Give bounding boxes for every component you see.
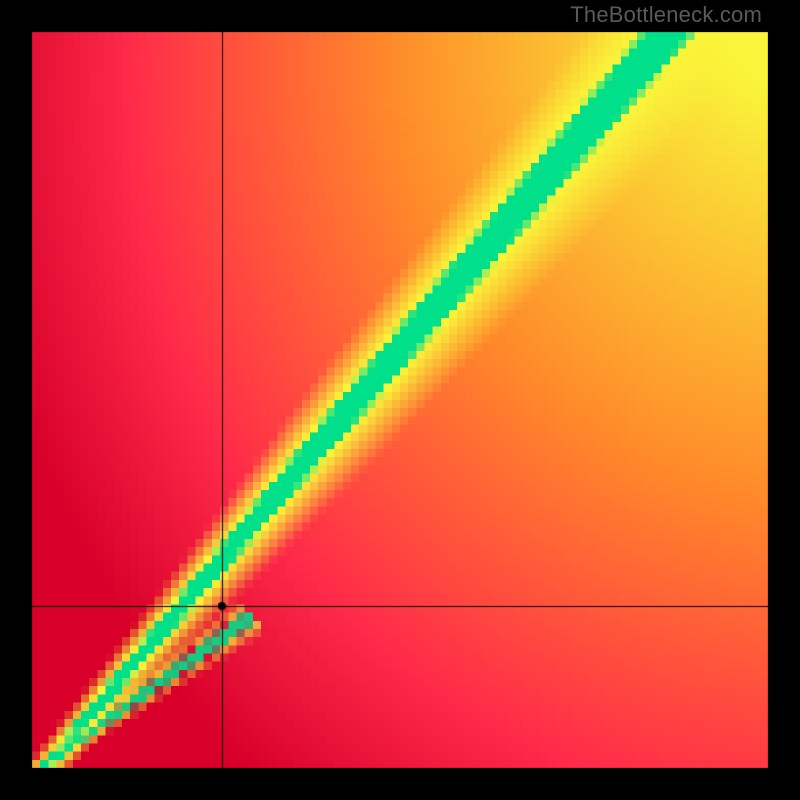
crosshair-overlay [0, 0, 800, 800]
attribution-label: TheBottleneck.com [570, 2, 762, 28]
chart-container: { "attribution": { "text": "TheBottlenec… [0, 0, 800, 800]
